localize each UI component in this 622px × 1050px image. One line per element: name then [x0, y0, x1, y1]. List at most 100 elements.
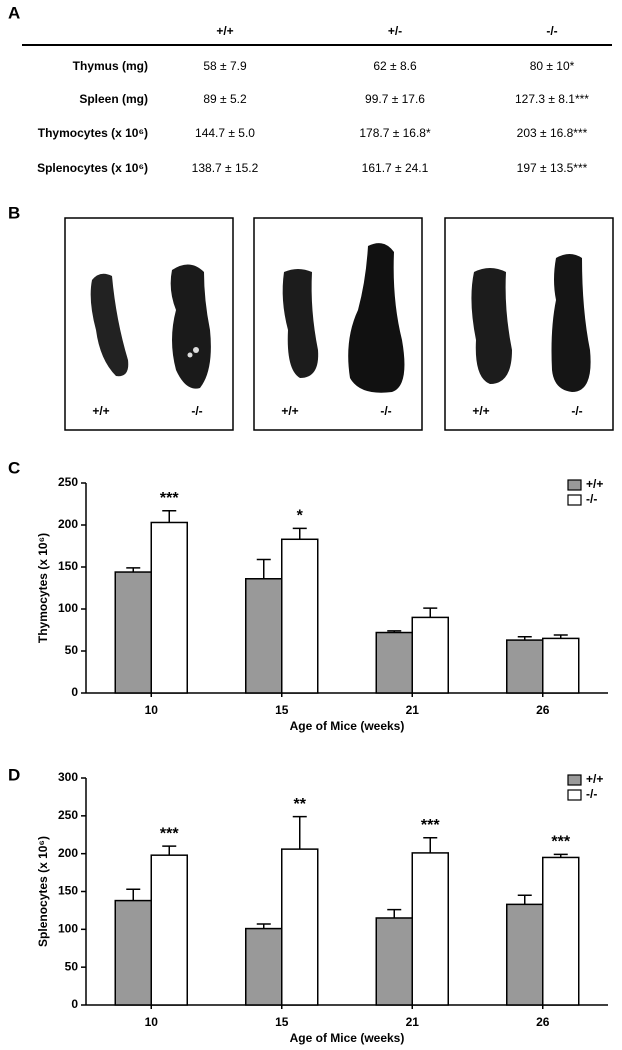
cell: 138.7 ± 15.2: [192, 161, 259, 175]
bar: [245, 927, 283, 1006]
x-tick-label: 26: [536, 703, 550, 717]
x-tick-label: 15: [275, 1015, 289, 1029]
legend-label: -/-: [586, 787, 597, 801]
row-label: Thymocytes (x 10⁶): [38, 126, 148, 140]
bar: [114, 899, 152, 1006]
column-header: +/+: [216, 24, 233, 38]
error-bar: [256, 558, 271, 579]
panel-label: A: [8, 3, 20, 22]
cell: 80 ± 10*: [530, 59, 575, 73]
error-bar: [387, 630, 402, 633]
cell: 127.3 ± 8.1***: [515, 92, 589, 106]
photo-label: -/-: [571, 404, 582, 418]
bar: [150, 521, 188, 694]
y-axis-label: Splenocytes (x 10⁶): [36, 836, 50, 947]
photo-label: +/+: [281, 404, 298, 418]
legend-swatch: [567, 774, 582, 786]
y-tick-label: 0: [71, 685, 78, 699]
cell: 197 ± 13.5***: [517, 161, 588, 175]
legend-swatch: [567, 494, 582, 506]
cell: 62 ± 8.6: [373, 59, 417, 73]
y-tick-label: 200: [58, 517, 78, 531]
legend-label: +/+: [586, 477, 603, 491]
error-bar: [553, 634, 568, 639]
photo-panel: [64, 217, 614, 431]
x-axis-label: Age of Mice (weeks): [290, 1031, 405, 1045]
x-tick-label: 21: [406, 1015, 420, 1029]
y-tick-label: 300: [58, 770, 78, 784]
bar: [506, 639, 544, 694]
bar: [281, 538, 319, 694]
error-bar: [517, 635, 532, 641]
y-tick-label: 150: [58, 559, 78, 573]
y-tick-label: 250: [58, 475, 78, 489]
bar: [411, 852, 449, 1006]
error-bar: [553, 853, 568, 858]
y-tick-label: 100: [58, 922, 78, 936]
error-bar: [162, 845, 177, 856]
bar: [281, 848, 319, 1006]
cell: 203 ± 16.8***: [517, 126, 588, 140]
y-tick-label: 0: [71, 997, 78, 1011]
panel-label: D: [8, 765, 20, 784]
panel-label: C: [8, 458, 20, 477]
spleen: [170, 264, 211, 389]
y-axis-label: Thymocytes (x 10⁶): [36, 533, 50, 643]
legend-label: +/+: [586, 772, 603, 786]
x-tick-label: 10: [145, 703, 159, 717]
significance: *: [297, 508, 304, 525]
cell: 178.7 ± 16.8*: [359, 126, 431, 140]
significance: ***: [160, 825, 179, 842]
photo-label: +/+: [92, 404, 109, 418]
spleen: [348, 243, 405, 393]
panel-label: B: [8, 203, 20, 222]
bar: [411, 616, 449, 694]
legend-swatch: [567, 789, 582, 801]
error-bar: [256, 923, 271, 929]
error-bar: [423, 607, 438, 618]
spleen: [282, 269, 319, 378]
spot: [193, 347, 199, 353]
bar: [375, 917, 413, 1006]
y-tick-label: 250: [58, 808, 78, 822]
bar: [506, 903, 544, 1006]
photo-label: -/-: [191, 404, 202, 418]
bar: [245, 578, 283, 694]
spleen: [90, 273, 129, 377]
cell: 99.7 ± 17.6: [365, 92, 425, 106]
error-bar: [292, 527, 307, 540]
spleen: [551, 254, 591, 392]
significance: ***: [160, 490, 179, 507]
error-bar: [162, 509, 177, 523]
spot: [187, 352, 193, 358]
legend-label: -/-: [586, 492, 597, 506]
bar: [150, 854, 188, 1006]
bar: [542, 856, 580, 1006]
y-tick-label: 200: [58, 846, 78, 860]
legend-swatch: [567, 479, 582, 491]
x-tick-label: 21: [406, 703, 420, 717]
y-tick-label: 50: [65, 643, 79, 657]
significance: ***: [421, 817, 440, 834]
error-bar: [517, 894, 532, 905]
row-label: Spleen (mg): [79, 92, 148, 106]
column-header: +/-: [388, 24, 402, 38]
photo-label: +/+: [472, 404, 489, 418]
cell: 161.7 ± 24.1: [362, 161, 429, 175]
y-tick-label: 100: [58, 601, 78, 615]
y-tick-label: 50: [65, 959, 79, 973]
photo-label: -/-: [380, 404, 391, 418]
photo-frame: [444, 217, 614, 431]
x-tick-label: 15: [275, 703, 289, 717]
cell: 58 ± 7.9: [203, 59, 247, 73]
column-header: -/-: [546, 24, 557, 38]
cell: 144.7 ± 5.0: [195, 126, 255, 140]
bar: [114, 571, 152, 694]
error-bar: [423, 837, 438, 853]
cell: 89 ± 5.2: [203, 92, 247, 106]
bar: [542, 637, 580, 694]
error-bar: [292, 815, 307, 850]
error-bar: [387, 908, 402, 918]
y-tick-label: 150: [58, 884, 78, 898]
